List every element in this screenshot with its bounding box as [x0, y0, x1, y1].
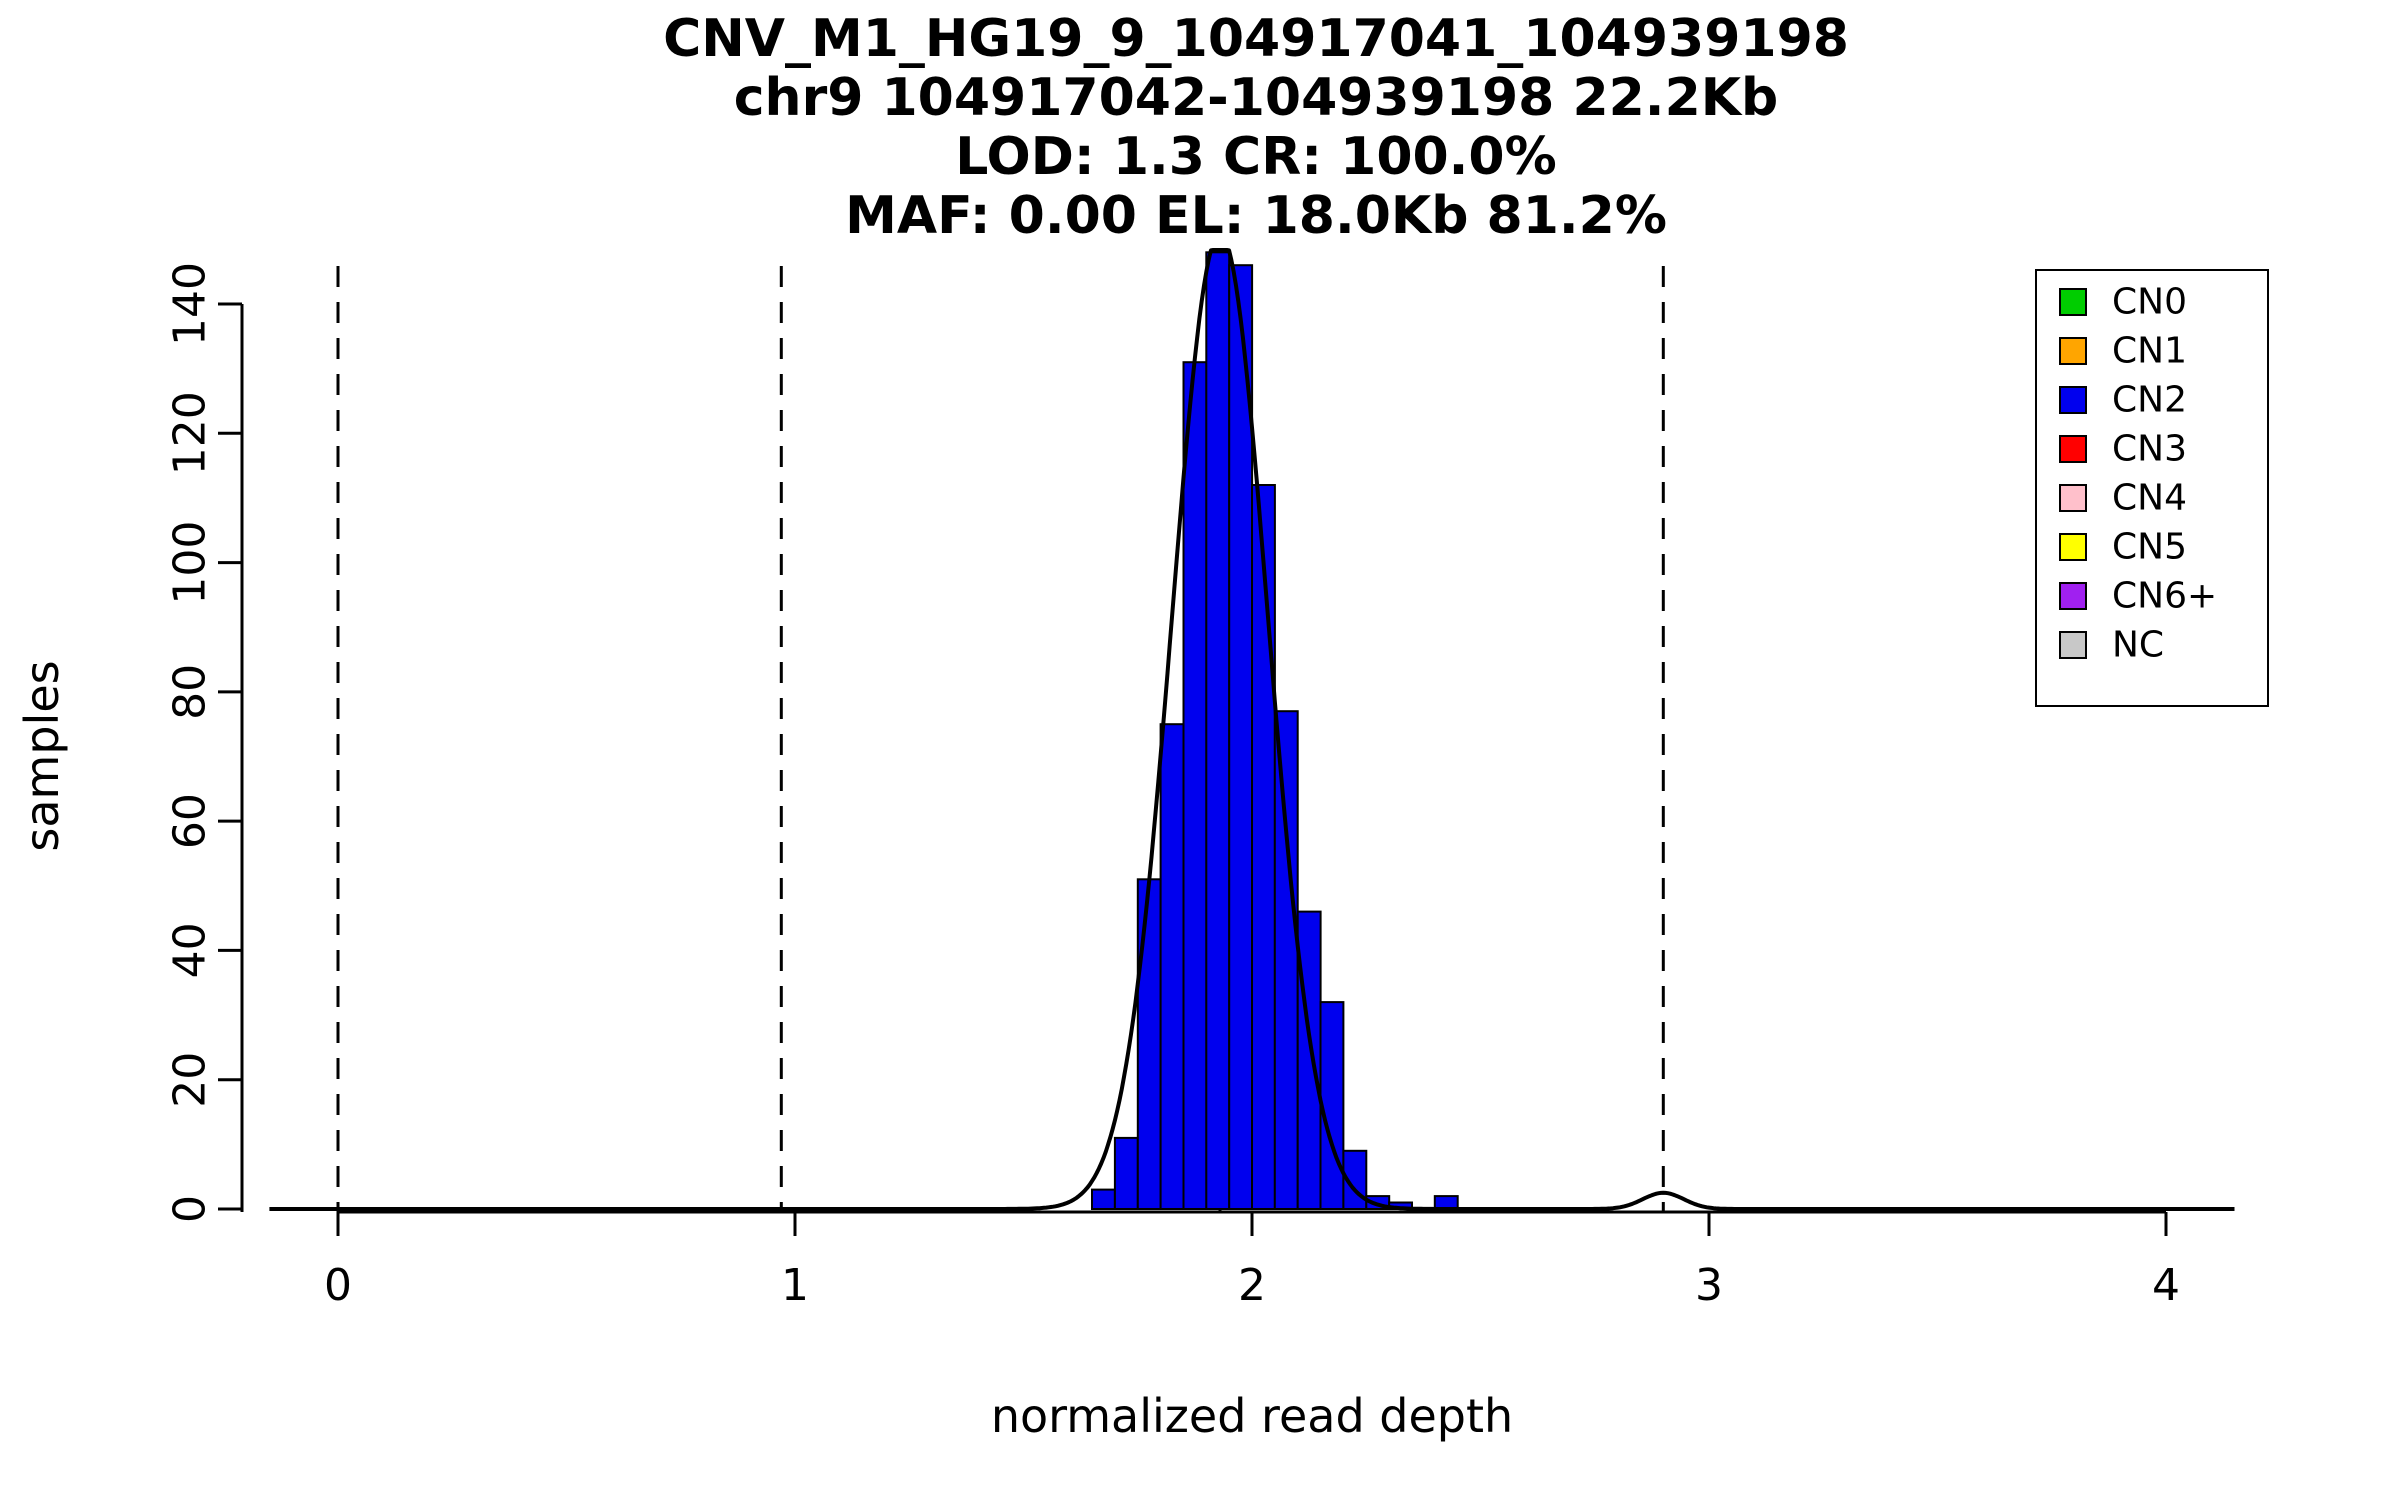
chart-title-line-4: MAF: 0.00 EL: 18.0Kb 81.2%	[845, 186, 1667, 246]
density-curve	[269, 248, 2235, 1211]
legend-swatch-cn3	[2059, 435, 2087, 463]
y-axis-tick-label: 20	[165, 1052, 216, 1108]
legend-label-cn2: CN2	[2112, 380, 2187, 421]
legend-label-cn0: CN0	[2112, 282, 2187, 323]
y-axis-title: samples	[15, 660, 69, 851]
legend-label-cn4: CN4	[2112, 478, 2187, 519]
legend-swatch-cn5	[2059, 533, 2087, 561]
legend-label-cn1: CN1	[2112, 331, 2187, 372]
legend-label-nc: NC	[2112, 625, 2164, 666]
histogram-bar	[1205, 251, 1231, 1211]
x-axis-tick-label: 4	[2152, 1260, 2180, 1311]
x-axis-tick-label: 2	[1238, 1260, 1266, 1311]
chart-title-line-3: LOD: 1.3 CR: 100.0%	[955, 127, 1556, 187]
histogram-bar	[1159, 723, 1185, 1210]
y-axis-tick-label: 80	[165, 664, 216, 720]
legend-swatch-nc	[2059, 631, 2087, 659]
histogram-bar	[1091, 1188, 1116, 1210]
x-axis-title: normalized read depth	[991, 1389, 1513, 1443]
y-axis-tick-label: 40	[165, 922, 216, 978]
histogram-bar	[1296, 910, 1322, 1210]
chart-title-line-2: chr9 104917042-104939198 22.2Kb	[734, 68, 1779, 128]
y-axis-tick-label: 140	[165, 262, 216, 346]
histogram-bar	[1273, 710, 1299, 1210]
legend-label-cn3: CN3	[2112, 429, 2187, 470]
legend-swatch-cn2	[2059, 386, 2087, 414]
histogram-bar	[1319, 1001, 1345, 1210]
histogram-bar	[1251, 484, 1276, 1210]
x-axis-tick-label: 3	[1695, 1260, 1723, 1311]
x-axis-tick-label: 0	[324, 1260, 352, 1311]
legend-label-cn6plus: CN6+	[2112, 576, 2217, 617]
y-axis-tick-label: 120	[165, 391, 216, 475]
y-axis-tick-label: 0	[165, 1195, 216, 1223]
legend-swatch-cn1	[2059, 337, 2087, 365]
histogram-bar	[1182, 361, 1208, 1210]
histogram-bar	[1136, 878, 1162, 1210]
chart-title-line-1: CNV_M1_HG19_9_104917041_104939198	[663, 9, 1849, 69]
y-axis-tick-label: 60	[165, 793, 216, 849]
histogram-bar	[1113, 1136, 1139, 1211]
legend-swatch-cn6plus	[2059, 582, 2087, 610]
x-axis-tick-label: 1	[781, 1260, 809, 1311]
y-axis-tick-label: 100	[165, 521, 216, 605]
legend-swatch-cn0	[2059, 288, 2087, 316]
legend-label-cn5: CN5	[2112, 527, 2187, 568]
legend-swatch-cn4	[2059, 484, 2087, 512]
